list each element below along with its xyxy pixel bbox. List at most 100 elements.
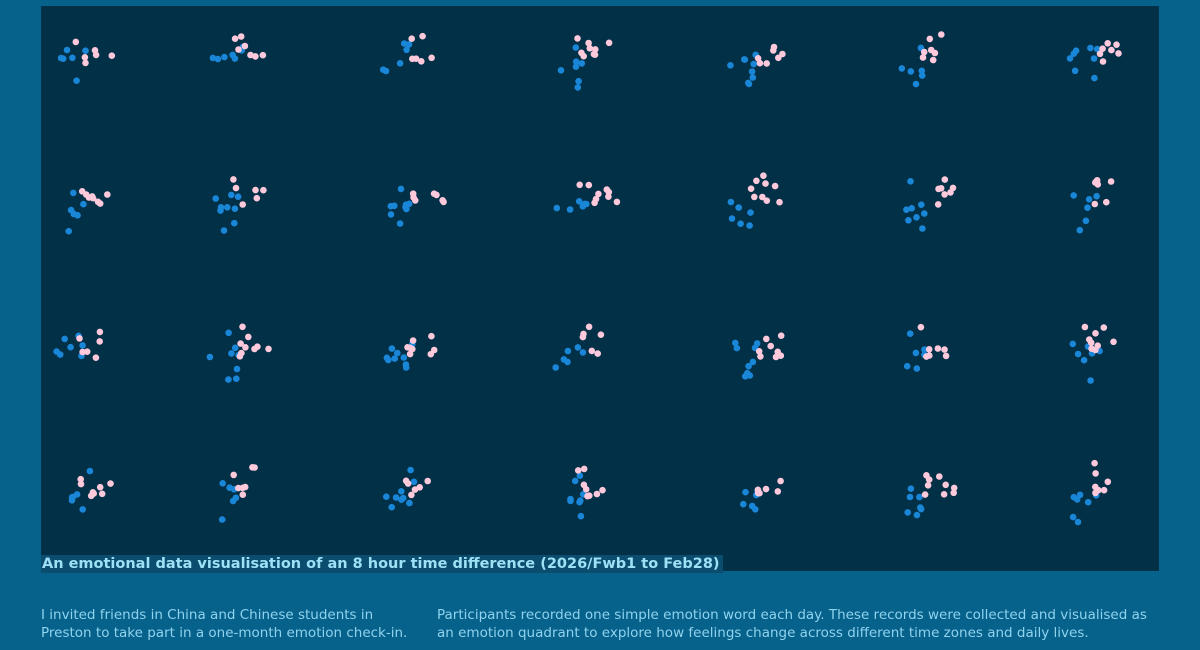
emotion-dot <box>580 465 588 473</box>
emotion-dot <box>577 512 585 520</box>
emotion-dot <box>1082 217 1090 225</box>
emotion-dot <box>572 58 580 65</box>
emotion-dot <box>428 54 435 62</box>
emotion-dot <box>89 194 97 202</box>
emotion-dot <box>741 56 749 63</box>
emotion-dot <box>941 346 948 353</box>
emotion-dot <box>775 54 782 62</box>
emotion-dot <box>727 198 735 206</box>
emotion-dot <box>950 489 957 497</box>
emotion-dot <box>921 346 928 353</box>
emotion-dot <box>907 178 914 185</box>
emotion-dot <box>916 493 923 501</box>
emotion-dot <box>913 511 921 519</box>
emotion-dot <box>412 197 419 204</box>
emotion-dot <box>1069 340 1077 348</box>
emotion-dot <box>1087 377 1094 384</box>
emotion-dot <box>217 207 224 214</box>
emotion-dot <box>591 51 599 58</box>
emotion-dot <box>70 189 77 197</box>
emotion-dot <box>392 494 400 501</box>
emotion-dot <box>585 181 593 189</box>
emotion-dot <box>87 492 95 500</box>
emotion-dot <box>903 206 910 213</box>
emotion-dot <box>409 190 417 197</box>
emotion-dot <box>907 485 915 493</box>
emotion-dot <box>578 60 586 67</box>
emotion-dot <box>107 480 114 487</box>
emotion-dot <box>92 354 100 362</box>
emotion-dot <box>249 464 256 471</box>
emotion-dot <box>1084 204 1091 211</box>
emotion-dot <box>1074 350 1082 358</box>
emotion-dot <box>396 60 404 67</box>
emotion-dot <box>754 486 762 494</box>
emotion-dot <box>96 200 104 207</box>
emotion-dot <box>763 60 770 67</box>
emotion-dot <box>239 484 246 492</box>
emotion-dot <box>760 172 767 179</box>
emotion-dot <box>410 478 418 486</box>
emotion-dot <box>774 488 782 495</box>
emotion-dot <box>560 356 568 363</box>
emotion-dot <box>605 39 613 47</box>
emotion-dot <box>936 473 943 480</box>
emotion-dot <box>212 195 219 202</box>
emotion-dot <box>741 373 749 380</box>
emotion-dot <box>1071 67 1079 75</box>
emotion-dot <box>428 332 435 340</box>
emotion-dot <box>1091 74 1098 82</box>
emotion-dot <box>940 491 948 498</box>
emotion-dot <box>926 35 934 43</box>
emotion-dot <box>920 48 928 56</box>
emotion-dot <box>382 67 390 75</box>
emotion-dot <box>397 185 405 193</box>
emotion-dot <box>82 59 89 67</box>
emotion-dot <box>929 56 937 64</box>
emotion-dot <box>440 198 447 206</box>
emotion-dot <box>599 486 606 494</box>
emotion-dot <box>76 335 83 342</box>
emotion-dot <box>763 197 771 204</box>
emotion-dot <box>1100 486 1108 494</box>
emotion-dot <box>239 201 246 208</box>
emotion-dot <box>424 477 432 485</box>
emotion-dot <box>1095 486 1102 494</box>
emotion-dot <box>762 485 770 493</box>
emotion-dot <box>751 193 758 201</box>
emotion-dot <box>1091 459 1098 467</box>
emotion-dot <box>70 210 78 218</box>
emotion-dot <box>96 328 104 336</box>
title: An emotional data visualisation of an 8 … <box>41 555 723 573</box>
emotion-dot <box>229 51 236 59</box>
emotion-dot <box>917 323 925 331</box>
emotion-dot <box>399 494 407 502</box>
emotion-dot <box>383 493 390 501</box>
emotion-dot <box>1104 40 1111 47</box>
emotion-dot <box>228 191 235 199</box>
emotion-dot <box>231 344 239 352</box>
emotion-dot <box>1070 50 1078 57</box>
emotion-dot <box>219 480 226 487</box>
emotion-dot <box>950 484 958 492</box>
emotion-dot <box>572 63 580 70</box>
emotion-dot <box>574 467 582 474</box>
emotion-dot <box>231 35 239 42</box>
emotion-dot <box>65 227 72 235</box>
emotion-dot <box>572 44 580 51</box>
emotion-dot <box>593 490 601 498</box>
emotion-dot <box>1092 470 1099 477</box>
emotion-dot <box>1080 356 1088 364</box>
emotion-dot <box>941 191 948 198</box>
emotion-dot <box>419 32 426 40</box>
emotion-dot <box>404 344 411 351</box>
description: Participants recorded one simple emotion… <box>437 607 1147 641</box>
emotion-dot <box>405 41 413 48</box>
emotion-dot <box>753 177 760 185</box>
emotion-dot <box>1070 493 1078 501</box>
emotion-dot <box>1070 192 1077 199</box>
emotion-dot <box>924 482 932 489</box>
emotion-dot <box>575 198 583 205</box>
emotion-dot <box>104 191 111 198</box>
emotion-dot <box>236 353 244 360</box>
